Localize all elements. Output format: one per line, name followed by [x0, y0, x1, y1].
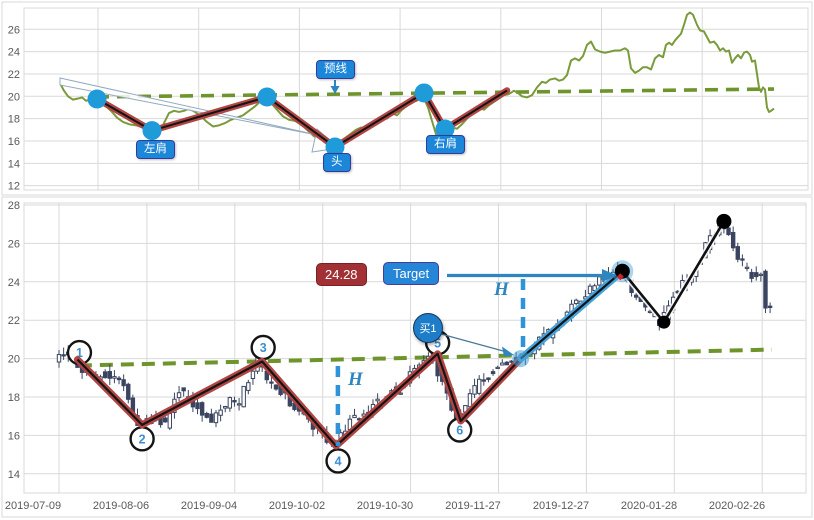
bottom-y-tick: 16 — [8, 430, 20, 442]
bottom-y-tick: 28 — [8, 200, 20, 212]
left-shoulder-label[interactable]: 左肩 — [136, 140, 175, 159]
pivot-dot[interactable] — [257, 87, 277, 107]
pivot-circle-4[interactable]: 4 — [325, 448, 351, 474]
pivot-dot[interactable] — [435, 119, 455, 139]
bottom-y-tick: 20 — [8, 354, 20, 366]
bottom-x-tick: 2019-12-27 — [533, 500, 589, 512]
right-shoulder-label[interactable]: 右肩 — [426, 135, 465, 154]
head-label[interactable]: 头 — [323, 153, 351, 172]
pivot-dot[interactable] — [142, 121, 162, 141]
pivot-dot[interactable] — [414, 83, 434, 103]
svg-text:3: 3 — [260, 341, 267, 355]
bottom-x-tick: 2019-09-04 — [181, 500, 237, 512]
neckline-label[interactable]: 预线 — [316, 60, 355, 79]
bottom-y-tick: 18 — [8, 392, 20, 404]
top-y-tick: 24 — [8, 47, 20, 59]
pivot-dot[interactable] — [325, 137, 345, 157]
bottom-y-tick: 24 — [8, 277, 20, 289]
bottom-chart-content: 1 2 3 4 5 6 — [56, 213, 773, 474]
bottom-neckline — [78, 347, 772, 368]
break-glow-dot — [512, 350, 530, 368]
buy-1-badge[interactable]: 买1 — [413, 313, 443, 343]
target-arrow-head — [602, 269, 617, 282]
height-label-1: H — [348, 369, 363, 390]
bottom-y-tick: 14 — [8, 469, 20, 481]
bottom-x-tick: 2019-11-27 — [445, 500, 500, 512]
target-box[interactable]: Target — [383, 262, 440, 285]
svg-text:4: 4 — [335, 454, 342, 468]
pivot-circle-3[interactable]: 3 — [250, 334, 276, 361]
bottom-x-tick: 2019-10-02 — [269, 500, 325, 512]
bottom-x-tick: 2019-07-09 — [5, 500, 61, 512]
top-y-tick: 12 — [8, 181, 20, 193]
svg-text:5: 5 — [434, 336, 441, 350]
svg-text:2: 2 — [139, 432, 146, 446]
buy-pointer-arrowhead — [502, 346, 514, 357]
bottom-x-tick: 2020-01-28 — [621, 500, 677, 512]
top-y-tick: 16 — [8, 136, 20, 148]
target-price-box[interactable]: 24.28 — [316, 263, 367, 286]
top-y-tick: 14 — [8, 158, 20, 170]
pivot-dot[interactable] — [87, 89, 107, 109]
top-y-tick: 22 — [8, 69, 20, 81]
svg-text:1: 1 — [76, 346, 83, 360]
bottom-x-tick: 2020-02-26 — [709, 500, 765, 512]
final-high-dot[interactable] — [716, 213, 732, 229]
top-y-tick: 26 — [8, 24, 20, 36]
bottom-y-tick: 26 — [8, 238, 20, 250]
bottom-x-tick: 2019-10-30 — [357, 500, 413, 512]
top-y-tick: 18 — [8, 114, 20, 126]
buy-pointer-line — [440, 333, 506, 353]
neckline-pointer-arrowhead — [330, 86, 340, 94]
bottom-x-tick: 2019-08-06 — [93, 500, 149, 512]
red-tick-marker — [616, 273, 624, 281]
pivot-circle-2[interactable]: 2 — [129, 426, 155, 452]
breakout-leg-core — [520, 270, 624, 360]
thin-arrow-shaft[interactable] — [59, 77, 323, 137]
top-y-tick: 20 — [8, 91, 20, 103]
svg-text:6: 6 — [456, 424, 463, 438]
height-label-2: H — [494, 279, 509, 300]
pullback-low-dot[interactable] — [657, 315, 671, 329]
top-chart-content — [59, 11, 775, 157]
bottom-y-tick: 22 — [8, 315, 20, 327]
top-neckline — [95, 87, 775, 99]
